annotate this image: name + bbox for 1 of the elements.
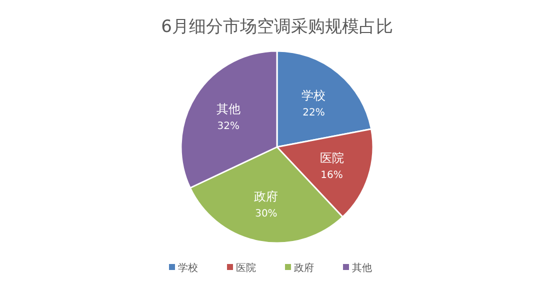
title: 6月细分市场空调采购规模占比 xyxy=(161,17,393,37)
